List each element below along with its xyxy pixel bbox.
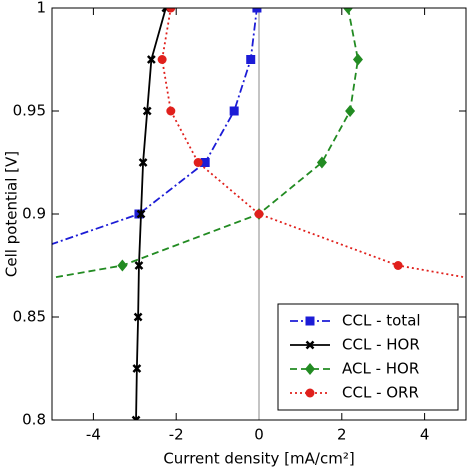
legend-label: ACL - HOR bbox=[342, 360, 419, 378]
y-tick-label: 0.9 bbox=[22, 205, 46, 223]
data-point bbox=[229, 106, 239, 116]
data-point bbox=[345, 105, 356, 117]
data-point bbox=[133, 312, 143, 322]
data-point bbox=[117, 259, 128, 272]
x-axis-label: Current density [mA/cm²] bbox=[163, 450, 354, 468]
data-point bbox=[393, 261, 403, 270]
y-tick-label: 1 bbox=[36, 0, 46, 17]
legend: CCL - total CCL - HOR ACL - HOR CCL - ORR bbox=[277, 303, 459, 411]
data-point bbox=[138, 158, 148, 167]
data-point bbox=[246, 55, 256, 64]
data-point bbox=[200, 158, 210, 167]
y-tick-label: 0.85 bbox=[13, 308, 46, 326]
data-point bbox=[193, 158, 203, 167]
data-point bbox=[316, 156, 327, 169]
data-point bbox=[352, 53, 363, 66]
y-axis-label: Cell potential [V] bbox=[3, 151, 21, 277]
data-point bbox=[136, 209, 146, 219]
legend-marker bbox=[305, 340, 315, 350]
data-point bbox=[131, 415, 141, 420]
data-point bbox=[132, 364, 142, 373]
data-point bbox=[254, 209, 264, 219]
series-line bbox=[52, 8, 359, 279]
data-point bbox=[134, 261, 144, 270]
x-tick-label: 2 bbox=[337, 426, 347, 444]
legend-label: CCL - HOR bbox=[342, 336, 420, 354]
data-point bbox=[146, 55, 156, 64]
data-point bbox=[166, 8, 176, 13]
series-line bbox=[52, 8, 258, 245]
y-tick-label: 0.8 bbox=[22, 411, 46, 429]
data-point bbox=[252, 8, 262, 13]
plot-frame bbox=[51, 7, 467, 421]
plot-area bbox=[52, 8, 466, 420]
x-tick-label: 4 bbox=[420, 426, 430, 444]
legend-marker bbox=[305, 388, 315, 398]
legend-label: CCL - ORR bbox=[342, 384, 419, 402]
y-tick-label: 0.95 bbox=[13, 102, 46, 120]
legend-marker bbox=[305, 363, 315, 375]
x-tick-label: -4 bbox=[86, 426, 101, 444]
data-point bbox=[134, 209, 144, 219]
x-tick-label: 0 bbox=[254, 426, 264, 444]
data-point bbox=[343, 8, 354, 14]
data-point bbox=[142, 106, 152, 116]
x-tick-label: -2 bbox=[169, 426, 184, 444]
data-point bbox=[157, 55, 167, 64]
data-point bbox=[166, 106, 176, 116]
legend-marker bbox=[305, 316, 315, 326]
legend-label: CCL - total bbox=[342, 312, 421, 330]
